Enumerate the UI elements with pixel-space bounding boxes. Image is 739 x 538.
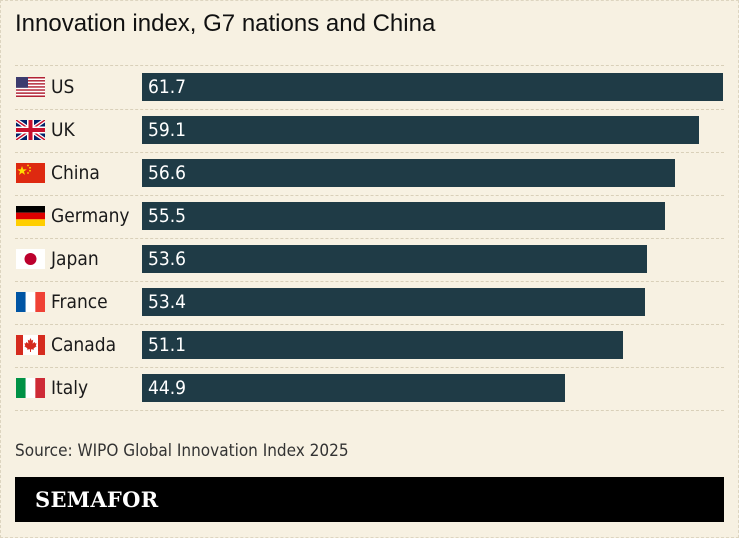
row-divider: [15, 152, 724, 153]
category-label: Italy: [51, 377, 89, 399]
bar-italy: [142, 374, 565, 402]
bar-us: [142, 73, 723, 101]
data-label: 55.5: [148, 205, 187, 227]
row-divider: [15, 109, 724, 110]
uk-flag-icon: [14, 118, 47, 142]
data-label: 59.1: [148, 119, 187, 141]
category-label: US: [51, 76, 75, 98]
data-label: 61.7: [148, 76, 187, 98]
data-label: 53.6: [148, 248, 187, 270]
row-divider: [15, 238, 724, 239]
row-divider: [15, 367, 724, 368]
category-label: Japan: [51, 248, 99, 270]
us-flag-icon: [16, 77, 45, 97]
brand-logo: SEMAFOR: [35, 487, 159, 512]
bar-france: [142, 288, 645, 316]
france-flag-icon: [16, 292, 45, 312]
bar-japan: [142, 245, 647, 273]
data-label: 56.6: [148, 162, 187, 184]
bar-germany: [142, 202, 665, 230]
germany-flag-icon: [16, 206, 45, 226]
category-label: UK: [51, 119, 75, 141]
category-label: France: [51, 291, 108, 313]
source-note: Source: WIPO Global Innovation Index 202…: [15, 441, 349, 461]
bar-canada: [142, 331, 624, 359]
bar-uk: [142, 116, 699, 144]
data-label: 44.9: [148, 377, 187, 399]
row-divider: [15, 281, 724, 282]
category-label: China: [51, 162, 100, 184]
category-label: Germany: [51, 205, 130, 227]
data-label: 53.4: [148, 291, 187, 313]
row-divider: [15, 195, 724, 196]
row-divider: [15, 410, 724, 411]
row-divider: [15, 324, 724, 325]
data-label: 51.1: [148, 334, 187, 356]
bar-china: [142, 159, 675, 187]
row-divider: [15, 65, 724, 66]
china-flag-icon: [16, 163, 45, 183]
brand-bar: SEMAFOR: [15, 477, 724, 522]
category-label: Canada: [51, 334, 117, 356]
italy-flag-icon: [16, 378, 45, 398]
japan-flag-icon: [16, 249, 45, 269]
canada-flag-icon: [16, 335, 45, 355]
chart-title: Innovation index, G7 nations and China: [15, 10, 436, 37]
